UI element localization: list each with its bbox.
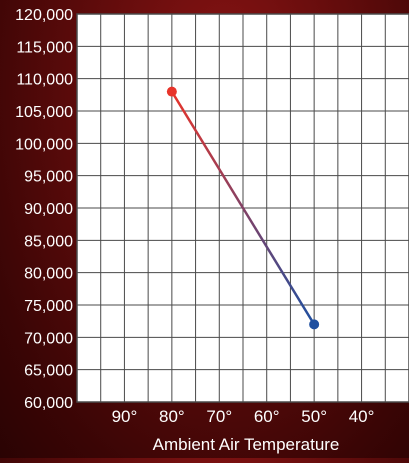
y-tick-label: 90,000: [24, 201, 73, 218]
x-axis-label: Ambient Air Temperature: [153, 435, 340, 454]
x-tick-label: 40°: [349, 407, 375, 426]
y-tick-label: 85,000: [24, 233, 73, 250]
series-line: [170, 90, 316, 326]
x-tick-label: 50°: [301, 407, 327, 426]
x-tick-label: 90°: [112, 407, 138, 426]
data-point-start: [166, 86, 177, 97]
plot-border: [76, 13, 409, 403]
data-point-end: [309, 319, 320, 330]
series-layer: [166, 86, 320, 330]
y-tick-label: 120,000: [15, 7, 73, 24]
y-tick-label: 75,000: [24, 298, 73, 315]
x-tick-label: 80°: [159, 407, 185, 426]
y-tick-label: 60,000: [24, 395, 73, 412]
y-axis: 60,000 65,000 70,000 75,000 80,000 85,000 90,0…: [15, 7, 73, 412]
y-tick-label: 110,000: [16, 72, 73, 89]
y-tick-label: 115,000: [16, 39, 73, 56]
x-tick-label: 70°: [206, 407, 232, 426]
y-tick-label: 105,000: [15, 104, 73, 121]
x-axis: 90° 80° 70° 60° 50° 40°: [112, 407, 375, 426]
grid: [76, 13, 409, 403]
x-tick-label: 60°: [254, 407, 280, 426]
y-tick-label: 80,000: [24, 266, 73, 283]
y-tick-label: 65,000: [24, 363, 73, 380]
y-tick-label: 100,000: [15, 136, 73, 153]
y-tick-label: 95,000: [24, 169, 73, 186]
y-tick-label: 70,000: [24, 330, 73, 347]
